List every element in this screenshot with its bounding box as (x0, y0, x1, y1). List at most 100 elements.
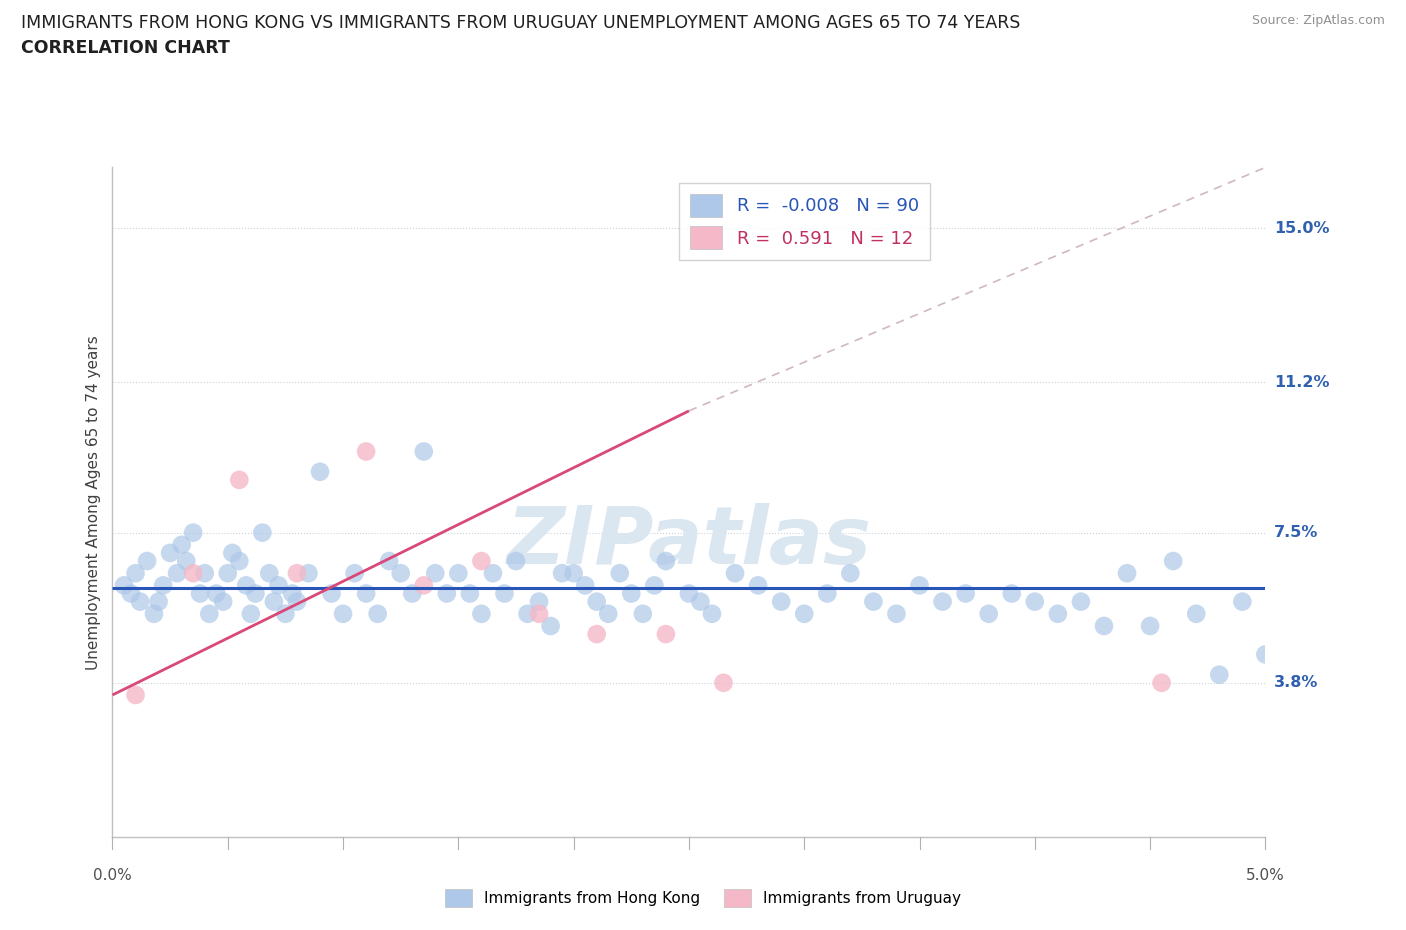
Point (655, 553, 678, 568)
Point (354, 586, 377, 601)
Point (212, 594, 235, 609)
Point (181, 525, 204, 540)
Point (458, 586, 481, 601)
Point (931, 594, 953, 609)
Point (152, 578, 174, 592)
Point (585, 594, 607, 609)
Point (527, 606, 550, 621)
Point (1150, 675, 1173, 690)
Point (1185, 606, 1208, 621)
Text: 3.8%: 3.8% (1274, 675, 1317, 690)
Point (389, 565, 412, 580)
Text: 7.5%: 7.5% (1274, 525, 1317, 540)
Point (120, 586, 142, 601)
Point (378, 553, 401, 568)
Text: 0.0%: 0.0% (93, 868, 132, 883)
Point (1070, 594, 1092, 609)
Point (228, 553, 250, 568)
Point (620, 586, 643, 601)
Point (747, 578, 769, 592)
Point (281, 586, 304, 601)
Point (689, 594, 711, 609)
Point (770, 594, 793, 609)
Legend: R =  -0.008   N = 90, R =  0.591   N = 12: R = -0.008 N = 90, R = 0.591 N = 12 (679, 183, 929, 260)
Point (482, 565, 505, 580)
Point (1001, 586, 1024, 601)
Point (540, 618, 562, 633)
Point (228, 472, 250, 487)
Point (166, 565, 188, 580)
Point (148, 594, 170, 609)
Point (505, 553, 527, 568)
Point (1254, 647, 1277, 662)
Point (562, 565, 585, 580)
Point (908, 578, 931, 592)
Point (631, 606, 654, 621)
Point (585, 627, 607, 642)
Point (274, 606, 297, 621)
Text: IMMIGRANTS FROM HONG KONG VS IMMIGRANTS FROM URUGUAY UNEMPLOYMENT AMONG AGES 65 : IMMIGRANTS FROM HONG KONG VS IMMIGRANTS … (21, 14, 1021, 32)
Point (143, 606, 166, 621)
Point (1161, 553, 1184, 568)
Point (425, 565, 447, 580)
Point (367, 606, 389, 621)
Point (239, 606, 262, 621)
Point (447, 565, 470, 580)
Point (470, 553, 492, 568)
Point (551, 565, 574, 580)
Point (174, 553, 197, 568)
Point (886, 606, 908, 621)
Point (205, 586, 228, 601)
Text: 11.2%: 11.2% (1274, 375, 1329, 390)
Point (1116, 565, 1139, 580)
Point (724, 565, 747, 580)
Point (245, 586, 267, 601)
Point (321, 586, 343, 601)
Point (516, 606, 538, 621)
Point (129, 594, 152, 609)
Point (198, 606, 221, 621)
Point (217, 565, 239, 580)
Point (574, 578, 596, 592)
Point (1024, 594, 1046, 609)
Legend: Immigrants from Hong Kong, Immigrants from Uruguay: Immigrants from Hong Kong, Immigrants fr… (439, 884, 967, 913)
Point (136, 553, 159, 568)
Point (1208, 667, 1230, 682)
Point (955, 586, 977, 601)
Point (194, 565, 217, 580)
Point (598, 606, 620, 621)
Point (354, 444, 377, 458)
Text: CORRELATION CHART: CORRELATION CHART (21, 39, 231, 57)
Point (112, 578, 135, 592)
Text: 5.0%: 5.0% (1246, 868, 1285, 883)
Point (221, 546, 243, 561)
Point (839, 565, 862, 580)
Point (252, 525, 274, 540)
Point (1046, 606, 1069, 621)
Point (285, 594, 308, 609)
Point (412, 578, 434, 592)
Point (332, 606, 354, 621)
Point (259, 565, 281, 580)
Point (170, 538, 193, 552)
Point (1232, 594, 1254, 609)
Point (267, 578, 290, 592)
Text: ZIPatlas: ZIPatlas (506, 503, 872, 581)
Point (815, 586, 838, 601)
Point (235, 578, 257, 592)
Point (436, 586, 458, 601)
Point (188, 586, 211, 601)
Point (124, 565, 146, 580)
Point (285, 565, 308, 580)
Point (655, 627, 678, 642)
Point (678, 586, 700, 601)
Point (343, 565, 366, 580)
Point (401, 586, 423, 601)
Text: Source: ZipAtlas.com: Source: ZipAtlas.com (1251, 14, 1385, 27)
Point (181, 565, 204, 580)
Point (527, 594, 550, 609)
Point (1139, 618, 1161, 633)
Point (643, 578, 665, 592)
Point (977, 606, 1000, 621)
Point (862, 594, 884, 609)
